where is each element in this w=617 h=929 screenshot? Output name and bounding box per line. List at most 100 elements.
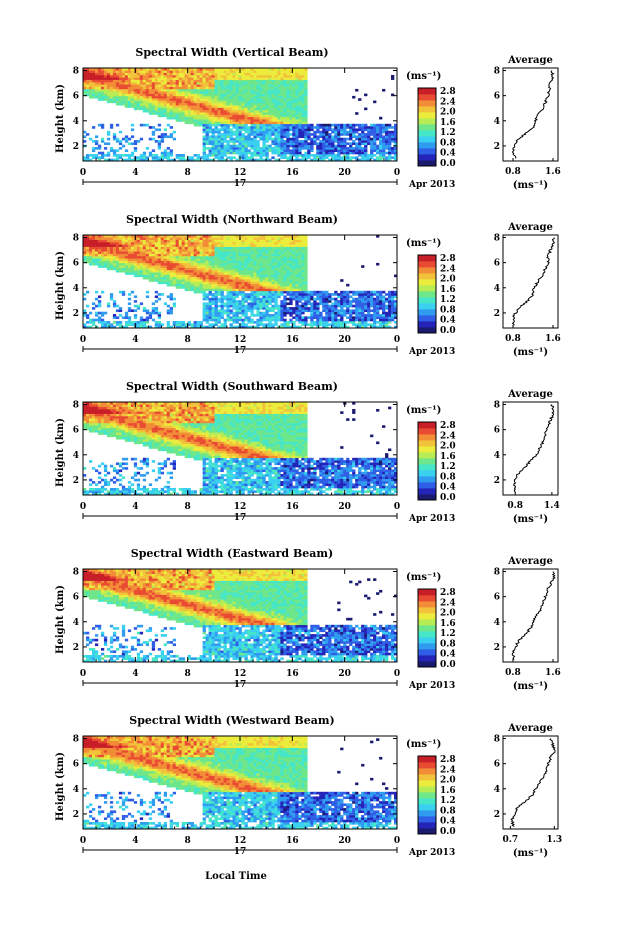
heatmap-cell: [214, 149, 218, 153]
heatmap-cell: [172, 98, 176, 101]
heatmap-cell: [169, 149, 174, 153]
heatmap-cell: [169, 239, 174, 243]
heatmap-cell: [217, 84, 221, 87]
heatmap-cell: [217, 251, 221, 254]
heatmap-cell: [94, 147, 99, 150]
heatmap-cell: [364, 128, 368, 132]
heatmap-cell: [229, 74, 233, 78]
heatmap-cell: [187, 239, 191, 243]
heatmap-cell: [226, 248, 230, 252]
heatmap-cell: [151, 158, 156, 162]
heatmap-cell: [337, 126, 341, 129]
heatmap-cell: [157, 316, 162, 320]
heatmap-cell: [283, 116, 287, 120]
heatmap-cell: [91, 307, 96, 310]
heatmap-cell: [265, 79, 269, 83]
heatmap-cell: [289, 325, 293, 329]
heatmap-cell: [151, 311, 156, 315]
heatmap-cell: [250, 98, 254, 101]
heatmap-cell: [208, 126, 212, 129]
heatmap-cell: [259, 253, 263, 257]
heatmap-cell: [160, 244, 165, 247]
heatmap-cell: [115, 235, 120, 238]
heatmap-cell: [241, 241, 245, 245]
heatmap-cell: [160, 267, 165, 271]
heatmap-cell: [83, 81, 87, 85]
heatmap-cell: [136, 100, 141, 104]
heatmap-cell: [301, 133, 305, 136]
heatmap-cell: [241, 154, 245, 157]
heatmap-cell: [271, 98, 275, 101]
x-tick-label: 12: [234, 168, 247, 178]
heatmap-cell: [253, 95, 257, 99]
heatmap-cell: [238, 151, 242, 155]
heatmap-cell: [244, 147, 248, 150]
heatmap-cell: [298, 255, 302, 259]
heatmap-cell: [118, 314, 123, 317]
heatmap-cell: [103, 246, 108, 250]
heatmap-cell: [265, 100, 269, 104]
heatmap-cell: [172, 258, 176, 261]
heatmap-cell: [163, 154, 168, 157]
heatmap-cell: [277, 281, 281, 285]
heatmap-cell: [121, 235, 126, 238]
heatmap-cell: [223, 258, 227, 261]
heatmap-cell: [112, 133, 117, 136]
heatmap-cell: [148, 100, 153, 104]
heatmap-cell: [250, 154, 254, 157]
heatmap-cell: [259, 68, 263, 71]
heatmap-cell: [220, 98, 224, 101]
heatmap-cell: [214, 316, 218, 320]
heatmap-cell: [121, 237, 126, 240]
heatmap-cell: [232, 142, 236, 146]
heatmap-cell: [196, 93, 200, 97]
heatmap-cell: [247, 128, 251, 132]
heatmap-cell: [178, 325, 182, 329]
heatmap-cell: [190, 276, 194, 280]
heatmap-cell: [334, 135, 338, 139]
heatmap-cell: [292, 265, 296, 268]
heatmap-cell: [358, 140, 362, 143]
heatmap-cell: [274, 323, 278, 326]
heatmap-cell: [298, 126, 302, 129]
heatmap-cell: [83, 140, 87, 143]
heatmap-cell: [283, 272, 287, 275]
heatmap-cell: [142, 241, 147, 245]
heatmap-cell: [217, 248, 221, 252]
heatmap-cell: [181, 239, 185, 243]
heatmap-cell: [226, 121, 230, 125]
heatmap-cell: [172, 68, 176, 71]
heatmap-cell: [115, 262, 120, 266]
heatmap-cell: [376, 133, 380, 136]
heatmap-cell: [205, 121, 209, 125]
heatmap-cell: [241, 255, 245, 259]
heatmap-cell: [265, 248, 269, 252]
colorbar-tick-label: 1.2: [440, 128, 456, 138]
heatmap-cell: [322, 151, 326, 155]
heatmap-cell: [196, 325, 200, 329]
heatmap-cell: [226, 128, 230, 132]
heatmap-cell: [214, 130, 218, 134]
heatmap-cell: [103, 325, 108, 329]
heatmap-cell: [289, 235, 293, 238]
heatmap-cell: [100, 321, 105, 324]
heatmap-cell: [265, 130, 269, 134]
heatmap-cell: [250, 86, 254, 90]
heatmap-cell: [91, 147, 96, 150]
heatmap-cell: [304, 147, 308, 150]
heatmap-cell: [196, 248, 200, 252]
heatmap-cell: [175, 262, 179, 266]
heatmap-cell: [232, 114, 236, 118]
heatmap-cell: [118, 262, 123, 266]
heatmap-cell: [304, 151, 308, 155]
heatmap-cell: [259, 283, 263, 287]
heatmap-cell: [142, 123, 147, 127]
heatmap-cell: [229, 128, 233, 132]
heatmap-cell: [280, 109, 284, 113]
heatmap-cell: [253, 253, 257, 257]
heatmap-cell: [175, 107, 179, 111]
heatmap-cell: [271, 235, 275, 238]
heatmap-cell: [229, 325, 233, 329]
heatmap-cell: [301, 121, 305, 125]
heatmap-cell: [316, 128, 320, 132]
